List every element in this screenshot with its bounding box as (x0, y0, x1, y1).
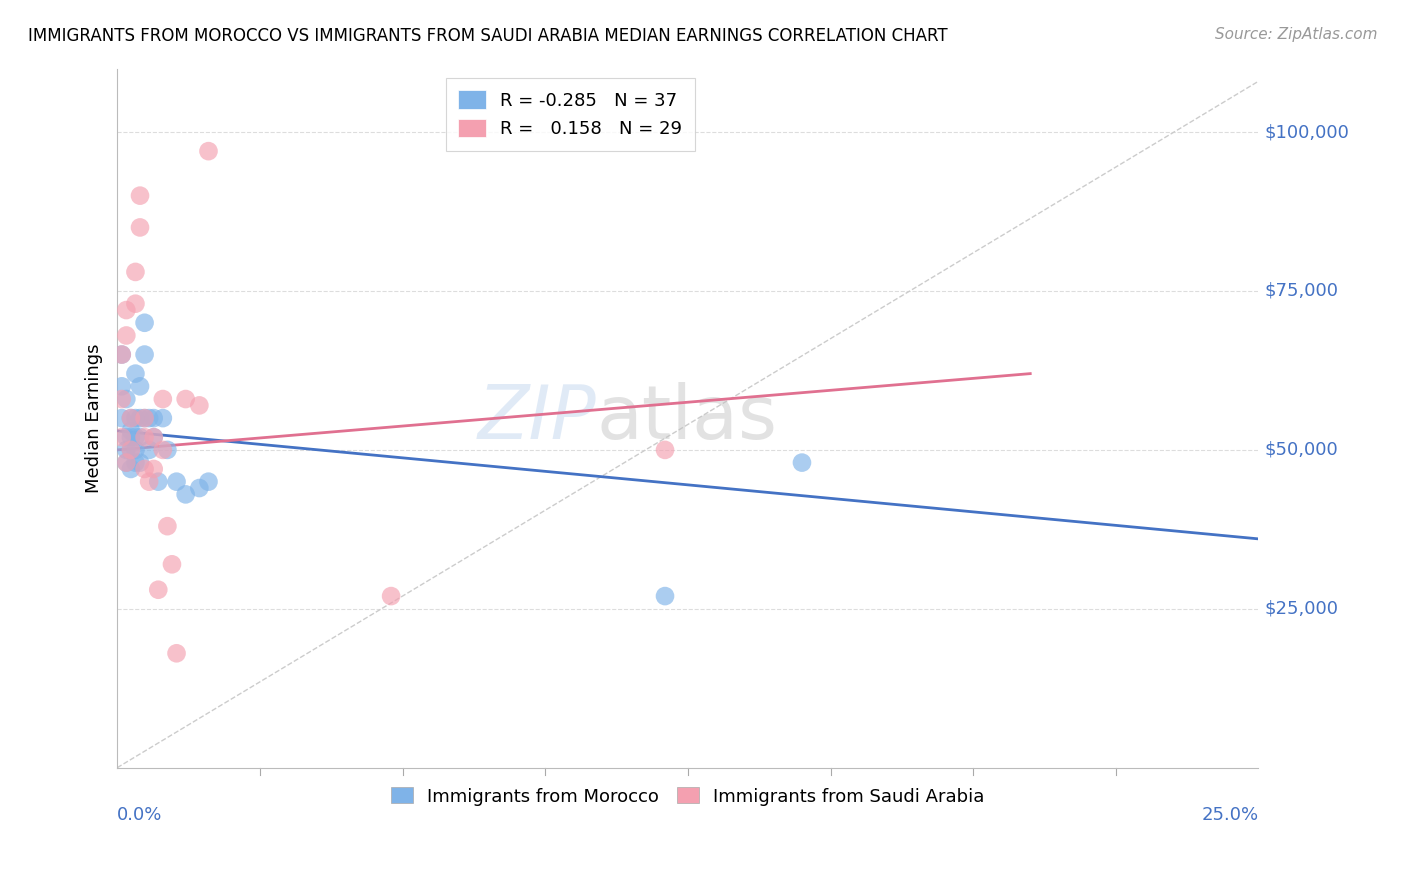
Point (111, 347, 134, 361)
Point (120, 411, 142, 425)
Point (134, 462, 156, 476)
Text: $75,000: $75,000 (1264, 282, 1339, 300)
Point (124, 411, 146, 425)
Point (380, 589, 402, 603)
Legend: Immigrants from Morocco, Immigrants from Saudi Arabia: Immigrants from Morocco, Immigrants from… (382, 779, 994, 814)
Text: IMMIGRANTS FROM MOROCCO VS IMMIGRANTS FROM SAUDI ARABIA MEDIAN EARNINGS CORRELAT: IMMIGRANTS FROM MOROCCO VS IMMIGRANTS FR… (28, 27, 948, 45)
Text: ZIP: ZIP (478, 382, 596, 454)
Point (111, 411, 134, 425)
Text: $50,000: $50,000 (1264, 441, 1339, 458)
Point (129, 220, 152, 235)
Y-axis label: Median Earnings: Median Earnings (86, 343, 103, 493)
Point (115, 303, 138, 318)
Point (148, 582, 170, 597)
Text: atlas: atlas (596, 382, 778, 455)
Point (111, 379, 134, 393)
Point (129, 411, 152, 425)
Point (166, 646, 188, 660)
Point (134, 411, 156, 425)
Point (142, 430, 165, 444)
Point (120, 424, 142, 438)
Point (129, 430, 152, 444)
Point (120, 442, 142, 457)
Text: Source: ZipAtlas.com: Source: ZipAtlas.com (1215, 27, 1378, 42)
Point (124, 442, 146, 457)
Point (129, 188, 152, 202)
Point (115, 430, 138, 444)
Point (111, 347, 134, 361)
Point (115, 456, 138, 470)
Point (129, 379, 152, 393)
Point (160, 558, 183, 572)
Point (120, 462, 142, 476)
Point (115, 328, 138, 343)
Point (120, 411, 142, 425)
Point (124, 430, 146, 444)
Point (115, 392, 138, 406)
Point (124, 265, 146, 279)
Point (152, 442, 174, 457)
Point (197, 144, 219, 158)
Point (134, 347, 156, 361)
Point (142, 462, 165, 476)
Point (174, 392, 197, 406)
Point (111, 430, 134, 444)
Point (654, 589, 676, 603)
Text: 25.0%: 25.0% (1201, 806, 1258, 824)
Point (790, 456, 813, 470)
Point (188, 398, 211, 412)
Point (197, 475, 219, 489)
Point (174, 487, 197, 501)
Point (120, 430, 142, 444)
Point (654, 442, 676, 457)
Point (124, 367, 146, 381)
Point (134, 316, 156, 330)
Point (156, 519, 179, 533)
Point (115, 456, 138, 470)
Point (111, 392, 134, 406)
Point (115, 442, 138, 457)
Text: $25,000: $25,000 (1264, 599, 1339, 618)
Point (148, 475, 170, 489)
Point (124, 456, 146, 470)
Point (138, 442, 160, 457)
Point (166, 475, 188, 489)
Point (138, 475, 160, 489)
Point (188, 481, 211, 495)
Point (120, 442, 142, 457)
Point (156, 442, 179, 457)
Point (138, 411, 160, 425)
Point (142, 430, 165, 444)
Point (129, 456, 152, 470)
Point (124, 296, 146, 310)
Point (142, 411, 165, 425)
Point (134, 411, 156, 425)
Text: $100,000: $100,000 (1264, 123, 1350, 141)
Point (152, 392, 174, 406)
Point (152, 411, 174, 425)
Text: 0.0%: 0.0% (117, 806, 163, 824)
Point (134, 430, 156, 444)
